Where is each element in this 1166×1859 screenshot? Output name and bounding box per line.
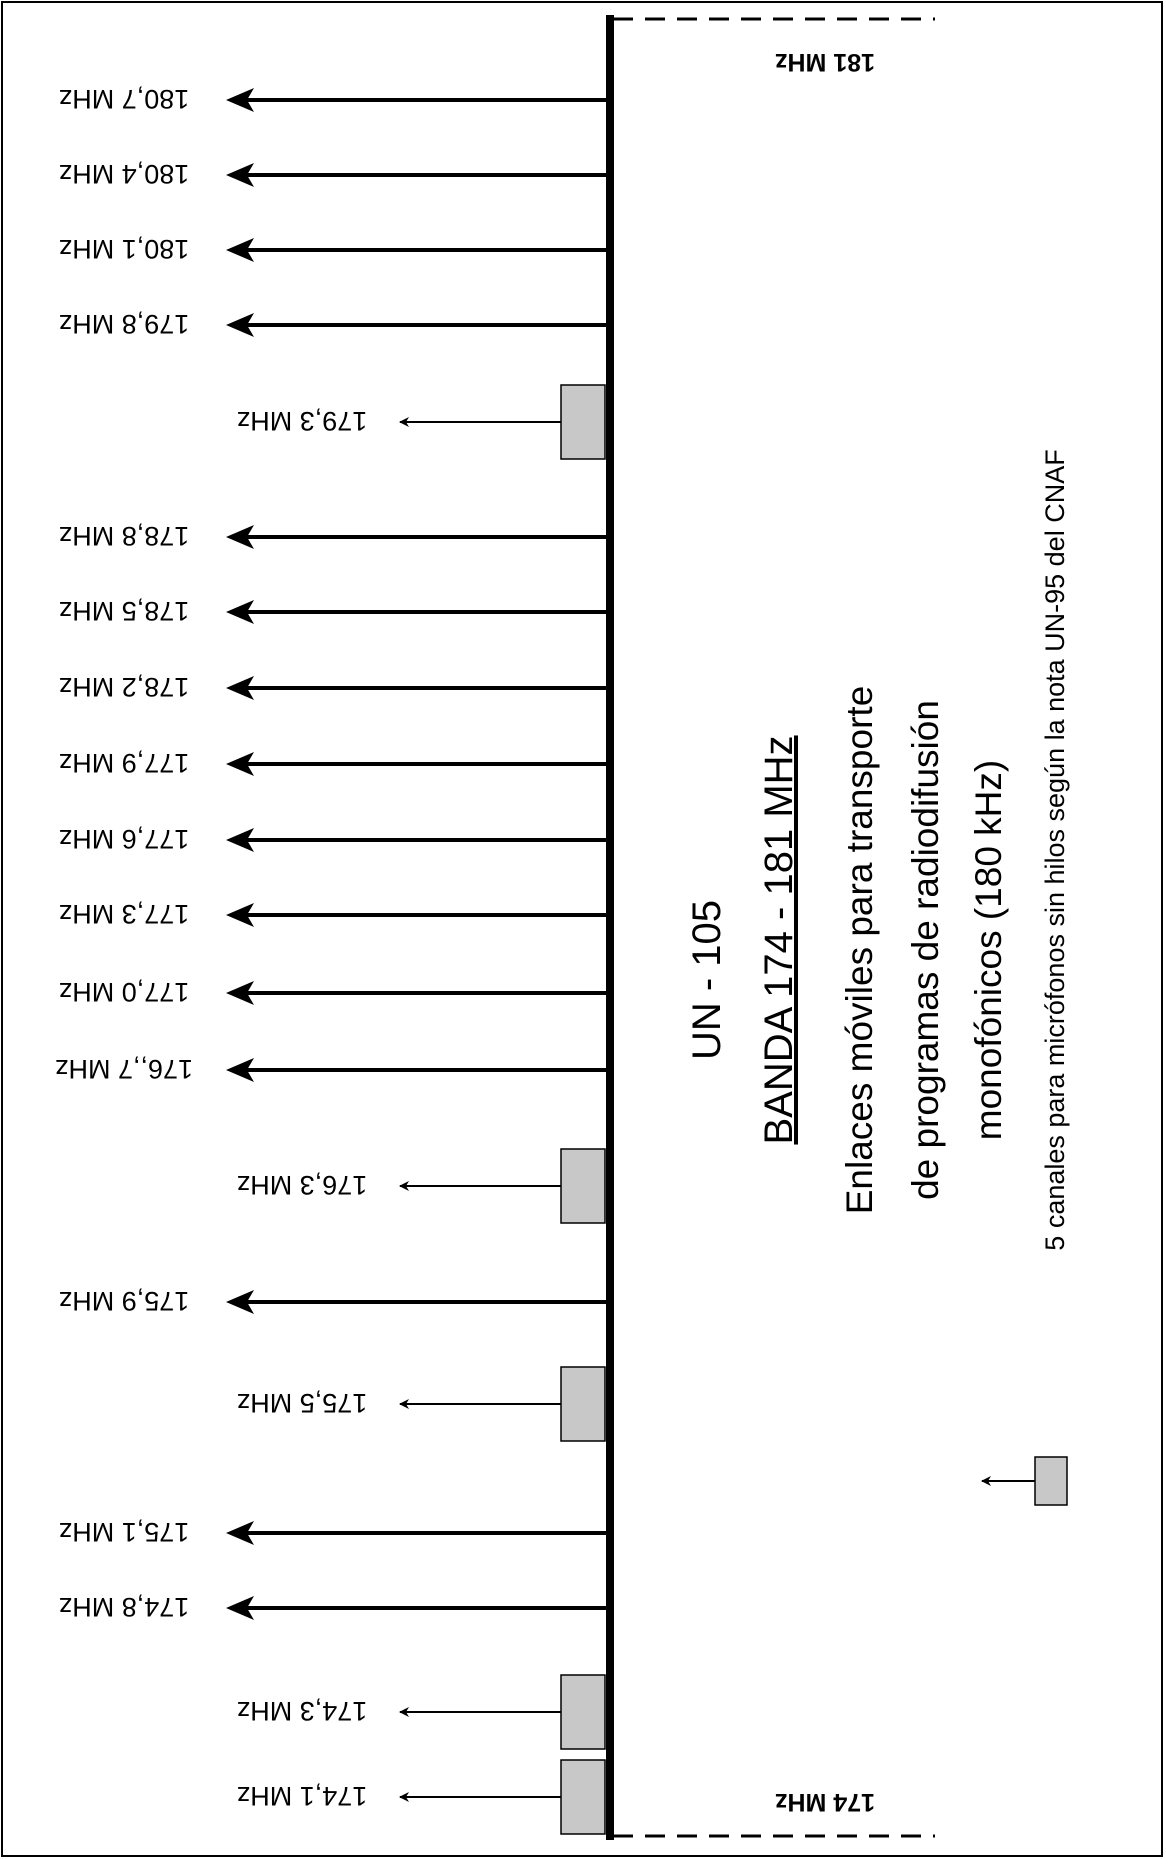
mic-channel-box <box>560 1759 606 1835</box>
link-channel: 180,1 MHz <box>59 234 606 264</box>
mic-channel-label: 174,1 MHz <box>237 1781 368 1811</box>
band-end-label: 181 MHz <box>775 48 875 76</box>
band-range-title: BANDA 174 - 181 MHz <box>757 735 801 1144</box>
link-channel-arrowhead <box>226 313 254 337</box>
link-channel-label: 177,9 MHz <box>59 748 190 778</box>
link-channel: 180,4 MHz <box>59 159 606 189</box>
mic-channel: 174,3 MHz <box>237 1674 606 1750</box>
mic-channel-label: 176,3 MHz <box>237 1170 368 1200</box>
link-channel-label: 177,6 MHz <box>59 824 190 854</box>
link-channel-arrowhead <box>226 1058 254 1082</box>
link-channel: 177,3 MHz <box>59 899 606 929</box>
link-channel-arrowhead <box>226 981 254 1005</box>
mic-channel-box <box>560 384 606 460</box>
link-channel-arrowhead <box>226 600 254 624</box>
link-channel-arrowhead <box>226 752 254 776</box>
band-start-label: 174 MHz <box>775 1788 875 1816</box>
link-channel-arrowhead <box>226 1521 254 1545</box>
link-channel: 177,9 MHz <box>59 748 606 778</box>
link-channel-label: 174,8 MHz <box>59 1592 190 1622</box>
link-channel-arrowhead <box>226 903 254 927</box>
link-channel-arrowhead <box>226 1596 254 1620</box>
mic-channel-label: 174,3 MHz <box>237 1696 368 1726</box>
link-channel-arrowhead <box>226 676 254 700</box>
link-channel: 177,0 MHz <box>59 977 606 1007</box>
link-channel: 179,8 MHz <box>59 309 606 339</box>
description-line-1: Enlaces móviles para transporte <box>839 686 880 1215</box>
link-channel: 178,5 MHz <box>59 596 606 626</box>
link-channel-label: 178,8 MHz <box>59 521 190 551</box>
link-channel: 177,6 MHz <box>59 824 606 854</box>
link-channel: 174,8 MHz <box>59 1592 606 1622</box>
link-channel-arrowhead <box>226 88 254 112</box>
link-channel-label: 175,9 MHz <box>59 1286 190 1316</box>
link-channel: 175,1 MHz <box>59 1517 606 1547</box>
link-channel-arrowhead <box>226 163 254 187</box>
channel-list: 180,7 MHz 180,4 MHz 180,1 MHz 179,8 MHz 179,… <box>55 84 606 1835</box>
description-line-3: monofónicos (180 kHz) <box>968 760 1009 1140</box>
link-channel-label: 180,4 MHz <box>59 159 190 189</box>
link-channel: 180,7 MHz <box>59 84 606 114</box>
mic-channel: 175,5 MHz <box>237 1366 606 1442</box>
link-channel-label: 175,1 MHz <box>59 1517 190 1547</box>
link-channel-label: 176,,7 MHz <box>55 1054 193 1084</box>
link-channel-label: 180,7 MHz <box>59 84 190 114</box>
link-channel: 178,2 MHz <box>59 672 606 702</box>
mic-channel: 179,3 MHz <box>237 384 606 460</box>
link-channel-arrowhead <box>226 828 254 852</box>
link-channel: 176,,7 MHz <box>55 1054 606 1084</box>
legend-note: 5 canales para micrófonos sin hilos segú… <box>1040 449 1070 1250</box>
link-channel-label: 177,0 MHz <box>59 977 190 1007</box>
link-channel-arrowhead <box>226 1290 254 1314</box>
mic-channel-label: 175,5 MHz <box>237 1388 368 1418</box>
allocation-title: UN - 105 <box>685 900 729 1060</box>
link-channel-label: 180,1 MHz <box>59 234 190 264</box>
link-channel-label: 177,3 MHz <box>59 899 190 929</box>
mic-channel-box <box>560 1674 606 1750</box>
mic-channel: 176,3 MHz <box>237 1148 606 1224</box>
legend-mic-box <box>1034 1456 1068 1506</box>
link-channel-label: 179,8 MHz <box>59 309 190 339</box>
link-channel: 178,8 MHz <box>59 521 606 551</box>
mic-channel-box <box>560 1366 606 1442</box>
link-channel-label: 178,2 MHz <box>59 672 190 702</box>
mic-channel-label: 179,3 MHz <box>237 406 368 436</box>
link-channel-arrowhead <box>226 525 254 549</box>
description-line-2: de programas de radiodifusión <box>905 700 946 1200</box>
link-channel: 175,9 MHz <box>59 1286 606 1316</box>
mic-channel: 174,1 MHz <box>237 1759 606 1835</box>
mic-channel-box <box>560 1148 606 1224</box>
link-channel-arrowhead <box>226 238 254 262</box>
link-channel-label: 178,5 MHz <box>59 596 190 626</box>
